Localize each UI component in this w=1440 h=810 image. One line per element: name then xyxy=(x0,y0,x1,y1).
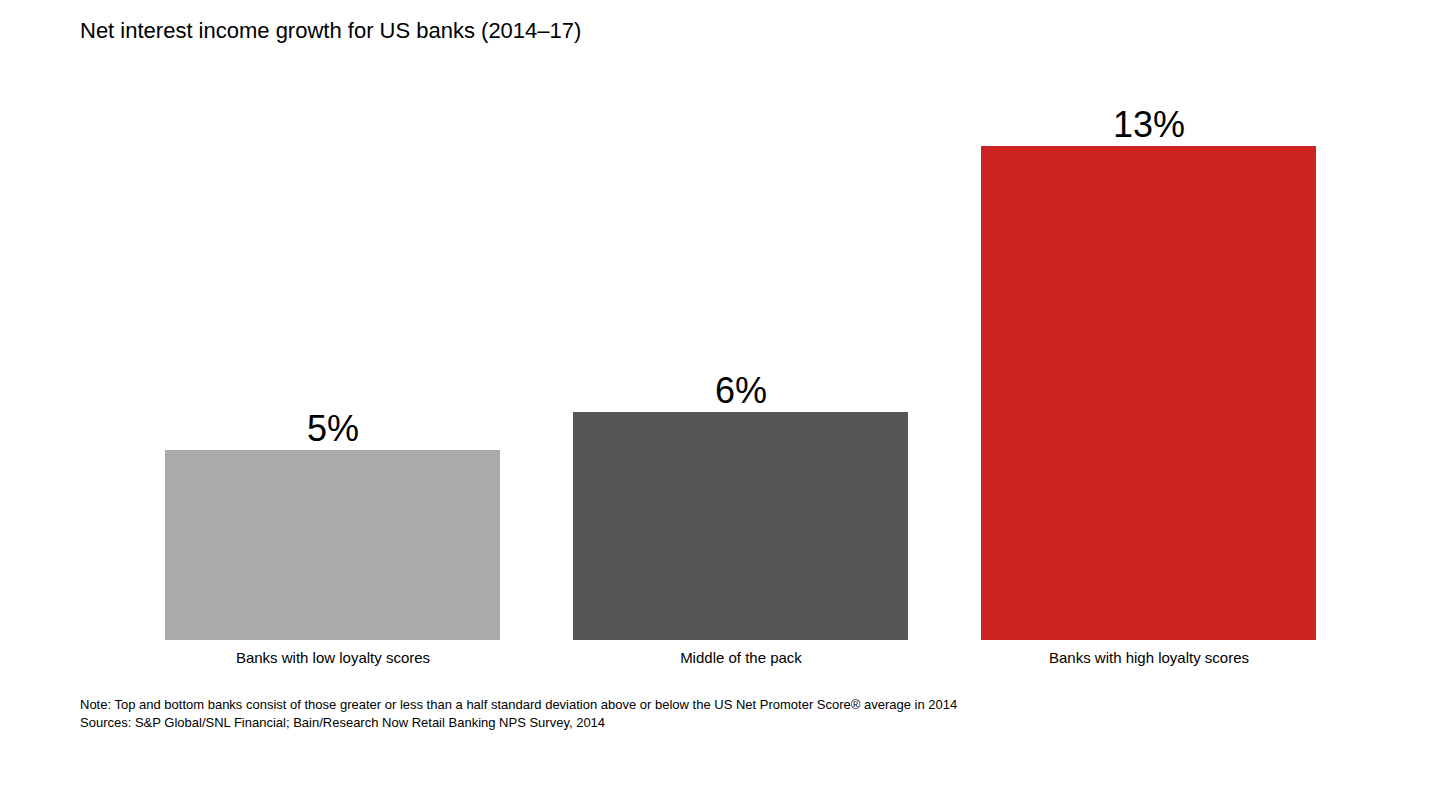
svg-text:Middle of the pack: Middle of the pack xyxy=(680,649,802,666)
html-text:Note: Top and bottom banks con: Note: Top and bottom banks consist of th… xyxy=(80,697,958,712)
svg-text:13%: 13% xyxy=(1113,104,1185,145)
html-text:Net interest income growth for: Net interest income growth for US banks … xyxy=(80,18,582,43)
svg-text:5%: 5% xyxy=(307,408,359,449)
svg-text:Banks with high loyalty scores: Banks with high loyalty scores xyxy=(1049,649,1249,666)
svg-text:Banks with low loyalty scores: Banks with low loyalty scores xyxy=(236,649,430,666)
svg-text:6%: 6% xyxy=(715,370,767,411)
html-text:Sources: S&P Global/SNL Financ: Sources: S&P Global/SNL Financial; Bain/… xyxy=(80,715,606,731)
